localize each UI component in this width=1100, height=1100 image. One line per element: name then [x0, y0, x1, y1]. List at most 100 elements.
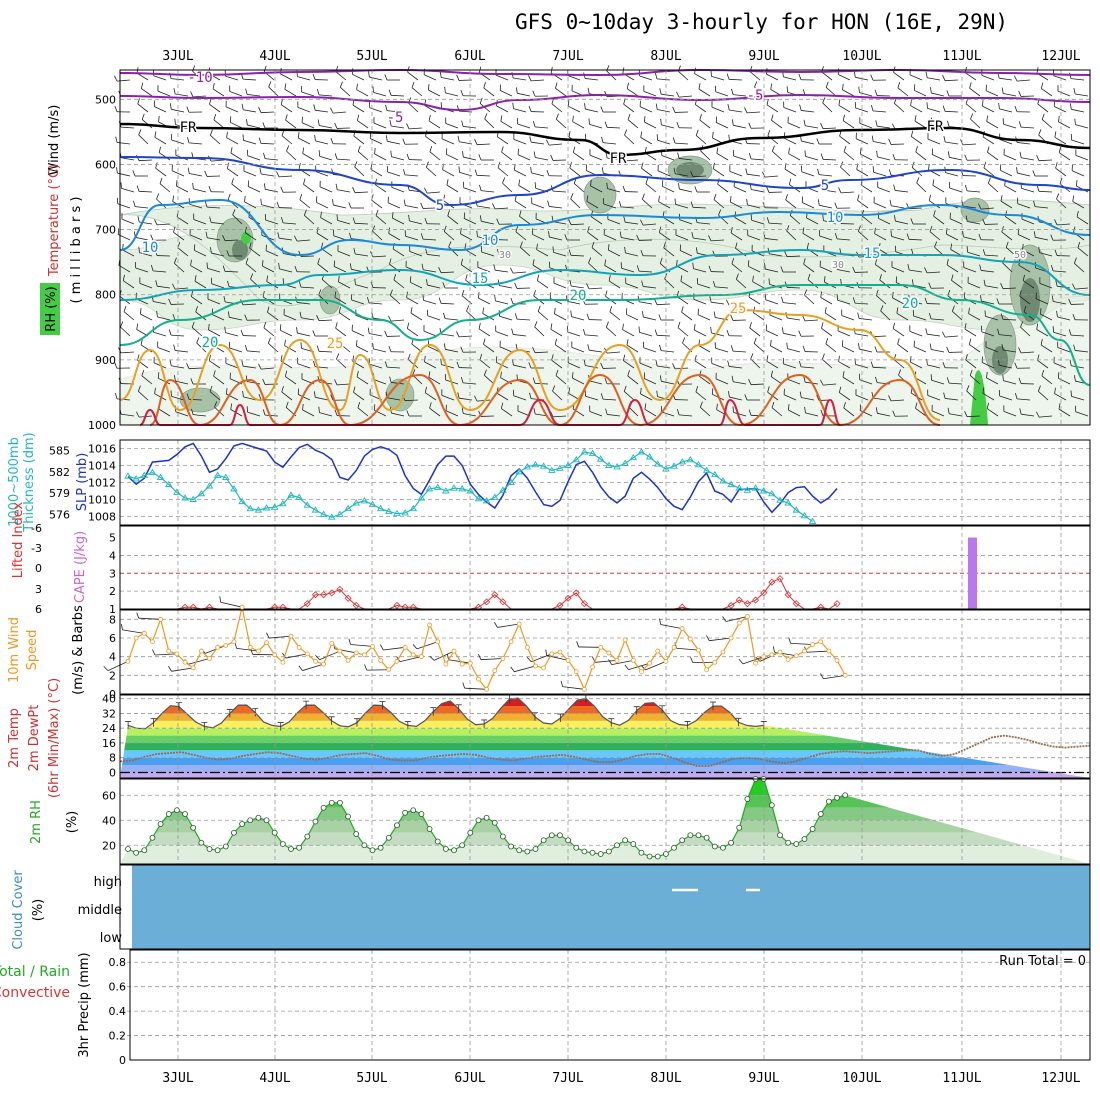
- wind-barb: [585, 395, 599, 401]
- surface-wind-barb: [595, 660, 618, 663]
- wind-barb-flag: [568, 131, 571, 138]
- rh-band: [120, 795, 1090, 808]
- panel-frame: [119, 864, 1091, 950]
- y-tick-label: 24: [102, 722, 116, 735]
- wind-speed-point: [598, 644, 604, 650]
- wind-barb: [711, 76, 725, 81]
- wind-barb: [463, 156, 477, 161]
- wind-barb-flag: [190, 290, 194, 297]
- rh-point: [654, 853, 661, 860]
- wind-barb: [1057, 223, 1071, 226]
- wind-barb: [297, 302, 311, 305]
- wind-barb-flag: [241, 103, 244, 110]
- wind-barb: [999, 334, 1013, 337]
- wind-barb: [841, 315, 855, 321]
- wind-barb: [676, 296, 689, 305]
- lifted-index-line: [128, 577, 838, 610]
- wind10-axis-label-3: (m/s) & Barbs: [71, 605, 86, 695]
- wind-barb: [427, 315, 441, 321]
- wind-barb: [391, 186, 405, 193]
- wind-barb: [158, 408, 171, 417]
- wind-barb: [135, 236, 149, 241]
- wind-barb: [243, 109, 257, 113]
- wind-barb: [1054, 393, 1067, 401]
- wind-barb-flag: [875, 120, 878, 127]
- wind-barb: [766, 73, 779, 81]
- wind-barb-flag: [1041, 369, 1045, 376]
- wind-barb: [750, 358, 761, 369]
- wind-barb: [1035, 236, 1049, 241]
- wind-barb-flag: [518, 179, 521, 186]
- thickness-point: [711, 470, 719, 478]
- wind-barb: [193, 219, 207, 225]
- wind-barb: [806, 217, 819, 225]
- wind-barb-flag: [825, 81, 829, 88]
- wind-barb: [1075, 287, 1089, 290]
- wind-barb-flag: [460, 376, 464, 383]
- wind-barb-flag: [947, 407, 950, 414]
- wind-barb-flag: [834, 232, 838, 239]
- wind-speed-point: [712, 659, 718, 665]
- wind-barb: [788, 153, 801, 161]
- temp-minmax-bar: [531, 712, 538, 721]
- wind-barb-flag: [950, 243, 953, 250]
- wind-barb-flag: [389, 289, 393, 296]
- wind-barb: [210, 135, 221, 145]
- wind-barb: [819, 174, 833, 177]
- wind-barb: [154, 106, 167, 113]
- wind-barb-flag: [204, 170, 208, 177]
- day-label-top: 4JUL: [259, 49, 290, 64]
- wind-speed-point: [321, 661, 327, 667]
- wind-barb: [698, 88, 711, 97]
- wind-barb-flag: [1054, 387, 1056, 394]
- wind-barb: [369, 333, 383, 337]
- wind-barb: [915, 408, 927, 417]
- wind-barb: [571, 316, 585, 321]
- lifted-index-point: [320, 591, 328, 599]
- surface-wind-barb-flag: [608, 659, 613, 665]
- rh-shading-dark: [992, 346, 1008, 374]
- wind-barb-flag: [586, 313, 590, 320]
- wind-barb: [337, 383, 351, 386]
- wind-barb: [207, 237, 221, 241]
- wind-barb-flag: [303, 209, 307, 216]
- wind-barb-flag: [695, 247, 698, 254]
- thickness-point: [319, 510, 328, 517]
- wind-barb-flag: [820, 123, 824, 129]
- y-tick-label: 40: [102, 814, 116, 827]
- wind-barb: [477, 266, 491, 273]
- wind-barb: [176, 185, 189, 193]
- wind-barb: [225, 332, 239, 337]
- wind-barb-flag: [730, 314, 734, 321]
- wind-barb: [261, 367, 275, 370]
- surface-wind-barb: [107, 660, 129, 671]
- wind-barb-flag: [447, 210, 450, 217]
- wind-barb: [933, 215, 945, 225]
- temp-line: [127, 697, 764, 730]
- wind-barb-flag: [1023, 305, 1027, 312]
- temp-axis-label: 2m Temp: [7, 708, 22, 768]
- temp-bands: [120, 698, 1090, 778]
- wind-barb-flag: [642, 311, 644, 318]
- wind-barb: [407, 359, 419, 369]
- wind-barb-flag: [354, 161, 358, 168]
- thickness-point: [368, 500, 377, 507]
- wind-barb-flag: [332, 199, 334, 206]
- wind-barb-flag: [174, 118, 176, 125]
- day-label-bottom: 4JUL: [259, 1071, 290, 1086]
- wind-barb-flag: [608, 274, 611, 282]
- rh-point: [508, 843, 514, 850]
- wind-barb: [643, 90, 657, 97]
- wind-speed-point: [720, 649, 726, 655]
- wind-barb: [838, 104, 851, 113]
- temp-minmax-bar: [150, 718, 157, 727]
- lifted-index-point: [833, 600, 841, 608]
- wind-barb-flag: [411, 81, 415, 88]
- wind-barb-flag: [601, 136, 604, 143]
- thickness-point: [164, 480, 173, 488]
- wind-barb: [728, 78, 743, 81]
- surface-wind-barb: [709, 637, 732, 642]
- wind-barb-flag: [712, 280, 716, 287]
- wind-barb: [1040, 344, 1053, 353]
- wind-barb-flag: [1070, 390, 1072, 397]
